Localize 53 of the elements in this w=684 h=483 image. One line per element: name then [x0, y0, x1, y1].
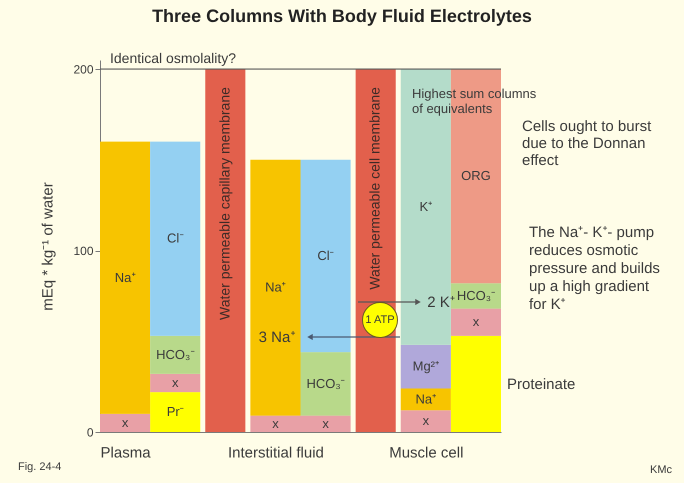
chart-title: Three Columns With Body Fluid Electrolytes: [152, 6, 532, 26]
x-tick-label: Interstitial fluid: [228, 444, 324, 462]
bar: [400, 344, 451, 388]
bar: [150, 142, 200, 336]
y-tick-label: 0: [86, 426, 94, 440]
text: x: [472, 314, 480, 330]
text: Na⁺: [114, 270, 136, 285]
series-label: Pr⁻: [166, 404, 184, 420]
text: Na⁺: [265, 280, 286, 295]
bar: [150, 336, 200, 374]
bar: [250, 160, 300, 416]
bar: [400, 410, 451, 432]
annotation: 1 ATP: [365, 314, 395, 326]
bar: [300, 352, 351, 416]
x-tick-label: Plasma: [100, 444, 152, 462]
text: HCO₃⁻: [156, 346, 194, 362]
series-label: Cl⁻: [167, 230, 184, 246]
y-tick-label: 200: [73, 62, 94, 77]
bar: [100, 414, 150, 432]
text: x: [122, 414, 128, 430]
text: Cl⁻: [317, 248, 334, 263]
x-tick-label: Muscle cell: [389, 444, 464, 462]
y-axis-title: mEq * kg⁻¹ of water: [39, 182, 56, 311]
series-label: Mg²⁺: [412, 358, 440, 374]
annotation: 3 Na⁺: [258, 329, 296, 346]
bar: [400, 388, 451, 410]
bar: [150, 392, 200, 432]
caption: Fig. 24-4: [18, 461, 62, 473]
text: KMc: [650, 464, 672, 476]
ref-line-label: Identical osmolality?: [110, 50, 236, 66]
bar: [205, 69, 246, 432]
series-label: ORG: [461, 168, 491, 184]
series-label: Proteinate: [507, 376, 576, 393]
text: Cells ought to burst due to the Donnan effect: [522, 118, 652, 169]
text: x: [422, 413, 430, 428]
series-label: Water permeable cell membrane: [366, 86, 383, 290]
bar: [150, 374, 200, 392]
bar: [100, 142, 150, 414]
annotation: Highest sum columns of equivalents: [412, 86, 537, 116]
bar: [450, 308, 501, 336]
series-label: K⁺: [419, 198, 432, 214]
text: x: [172, 375, 178, 390]
annotation: 2 K⁺: [427, 294, 455, 311]
y-tick-label: 100: [73, 244, 94, 258]
series-label: HCO₃⁻: [456, 288, 496, 303]
series-label: Na⁺: [416, 391, 436, 406]
text: The Na⁺- K⁺- pump reduces osmotic pressure and builds up a high gradient for K⁺: [529, 224, 660, 313]
text: HCO₃⁻: [306, 376, 345, 391]
text: x: [322, 416, 329, 431]
series-label: Water permeable capillary membrane: [216, 86, 232, 320]
series-label: x: [272, 416, 280, 431]
bar: [450, 336, 501, 432]
bar: [300, 160, 351, 352]
